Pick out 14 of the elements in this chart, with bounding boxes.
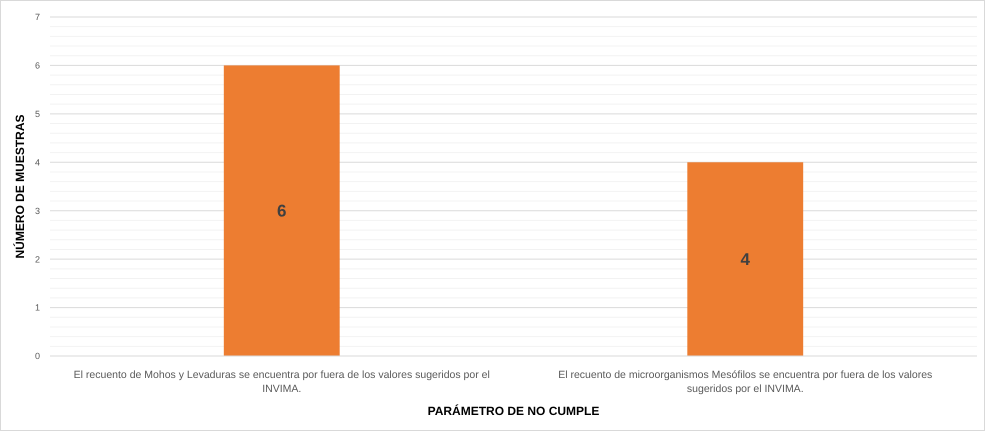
y-tick-label: 6 [34, 60, 40, 71]
y-axis-title: NÚMERO DE MUESTRAS [13, 114, 27, 259]
data-label: 4 [740, 250, 751, 270]
y-tick-label: 1 [34, 302, 40, 313]
x-axis-title: PARÁMETRO DE NO CUMPLE [428, 404, 600, 418]
y-tick-label: 2 [34, 254, 40, 264]
y-tick-label: 4 [34, 157, 40, 168]
data-label: 6 [277, 202, 286, 221]
y-tick-label: 7 [34, 12, 40, 22]
y-tick-label: 5 [34, 109, 40, 120]
y-tick-label: 3 [34, 206, 40, 216]
x-tick-label: El recuento de Mohos y Levaduras se encuentra por fuera de los valores sugeridos por el INVIMA. [74, 369, 490, 395]
y-tick-label: 0 [34, 351, 40, 362]
x-tick-label: El recuento de microorganismos Mesófilos se encuentra por fuera de los valores sugeridos por el INVIMA. [558, 369, 932, 395]
